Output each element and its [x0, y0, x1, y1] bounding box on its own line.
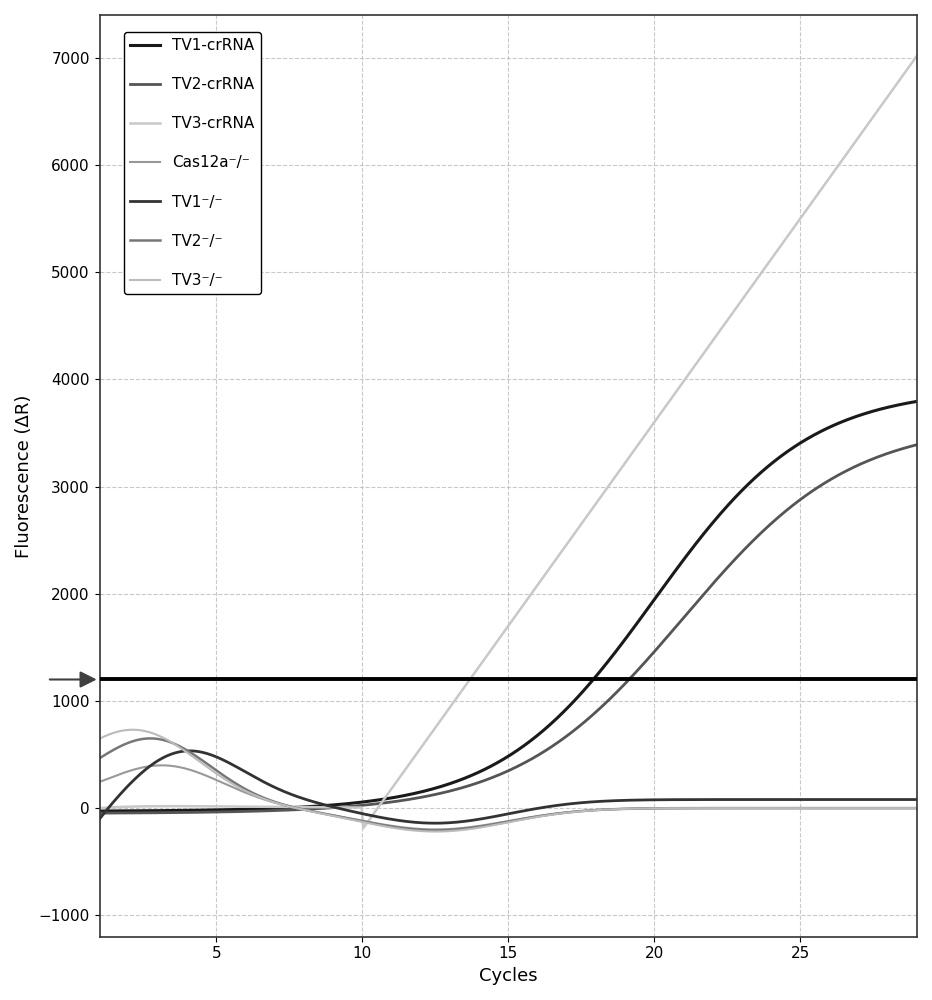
TV2⁻/⁻ [94, 752, 105, 764]
TV2⁻/⁻ [895, 802, 906, 814]
TV3⁻/⁻ [540, 810, 551, 822]
Cas12a⁻/⁻ [767, 802, 778, 814]
Cas12a⁻/⁻ [157, 759, 168, 771]
Line: TV3⁻/⁻: TV3⁻/⁻ [100, 730, 917, 832]
TV2-crRNA [764, 519, 775, 531]
TV3⁻/⁻ [911, 802, 923, 814]
TV1-crRNA [536, 726, 547, 738]
TV2⁻/⁻ [911, 802, 923, 814]
TV1-crRNA [487, 759, 499, 771]
TV2⁻/⁻ [540, 809, 551, 821]
TV3⁻/⁻ [767, 802, 778, 814]
Y-axis label: Fluorescence (ΔR): Fluorescence (ΔR) [15, 394, 33, 558]
Legend: TV1-crRNA, , TV2-crRNA, , TV3-crRNA, , Cas12a⁻/⁻, , TV1⁻/⁻, , TV2⁻/⁻, , TV3⁻/⁻: TV1-crRNA, , TV2-crRNA, , TV3-crRNA, , C… [124, 32, 261, 294]
TV1-crRNA [911, 395, 923, 407]
TV1⁻/⁻ [895, 794, 906, 806]
TV1⁻/⁻ [767, 794, 778, 806]
TV2⁻/⁻ [486, 819, 497, 831]
TV2⁻/⁻ [144, 732, 156, 744]
TV2⁻/⁻ [490, 818, 501, 830]
TV2-crRNA [892, 444, 903, 456]
TV1⁻/⁻ [184, 745, 195, 757]
Cas12a⁻/⁻ [911, 802, 923, 814]
TV2⁻/⁻ [767, 802, 778, 814]
TV1-crRNA [94, 805, 105, 817]
TV3-crRNA [894, 75, 905, 87]
Cas12a⁻/⁻ [94, 776, 105, 788]
Line: TV1-crRNA: TV1-crRNA [100, 401, 917, 811]
TV3-crRNA [358, 822, 369, 834]
Line: TV2-crRNA: TV2-crRNA [100, 445, 917, 813]
TV2-crRNA [536, 747, 547, 759]
Cas12a⁻/⁻ [540, 809, 551, 821]
TV3-crRNA [484, 646, 495, 658]
Line: Cas12a⁻/⁻: Cas12a⁻/⁻ [100, 765, 917, 829]
TV2-crRNA [487, 771, 499, 783]
TV3⁻/⁻ [94, 733, 105, 745]
Line: TV2⁻/⁻: TV2⁻/⁻ [100, 738, 917, 830]
TV2-crRNA [482, 773, 493, 785]
Cas12a⁻/⁻ [490, 817, 501, 829]
TV3⁻/⁻ [430, 826, 441, 838]
TV1-crRNA [581, 682, 592, 694]
TV1⁻/⁻ [911, 794, 923, 806]
Cas12a⁻/⁻ [583, 804, 595, 816]
TV3⁻/⁻ [127, 724, 138, 736]
TV3-crRNA [911, 50, 923, 62]
TV3-crRNA [582, 509, 594, 521]
TV1⁻/⁻ [583, 796, 595, 808]
TV3⁻/⁻ [486, 820, 497, 832]
TV1-crRNA [892, 399, 903, 411]
Line: TV3-crRNA: TV3-crRNA [100, 56, 917, 828]
Cas12a⁻/⁻ [486, 818, 497, 830]
TV3⁻/⁻ [583, 805, 595, 817]
TV2-crRNA [581, 715, 592, 727]
TV2-crRNA [94, 807, 105, 819]
TV1⁻/⁻ [430, 817, 441, 829]
TV2⁻/⁻ [583, 804, 595, 816]
TV3-crRNA [765, 253, 776, 265]
TV3-crRNA [94, 802, 105, 814]
TV1-crRNA [764, 459, 775, 471]
TV3-crRNA [488, 639, 500, 651]
Cas12a⁻/⁻ [895, 802, 906, 814]
Line: TV1⁻/⁻: TV1⁻/⁻ [100, 751, 917, 823]
TV3⁻/⁻ [490, 819, 501, 831]
X-axis label: Cycles: Cycles [479, 967, 538, 985]
TV1-crRNA [482, 762, 493, 774]
TV1⁻/⁻ [94, 813, 105, 825]
Cas12a⁻/⁻ [430, 823, 441, 835]
TV1⁻/⁻ [486, 811, 497, 823]
TV2-crRNA [911, 439, 923, 451]
TV1⁻/⁻ [490, 810, 501, 822]
TV2⁻/⁻ [430, 824, 441, 836]
TV3-crRNA [538, 571, 549, 583]
TV3⁻/⁻ [895, 802, 906, 814]
TV1⁻/⁻ [540, 801, 551, 813]
